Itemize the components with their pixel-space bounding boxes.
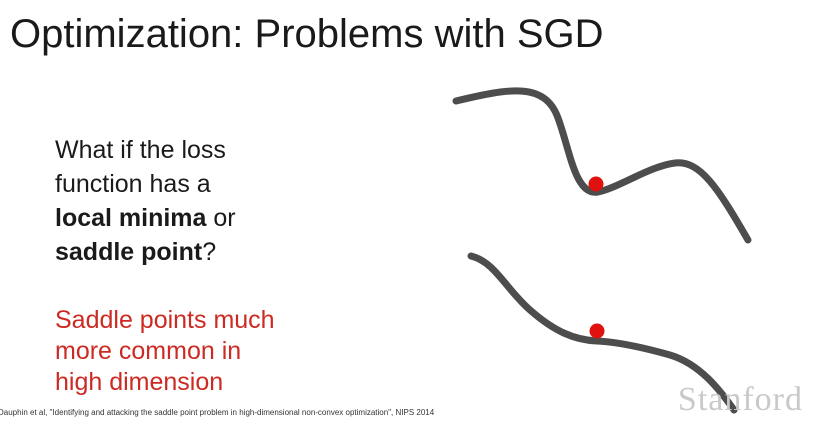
saddle-note: Saddle points much more common in high d… [55, 305, 385, 398]
note-line-3: high dimension [55, 368, 224, 396]
question-line-4: saddle point? [55, 235, 385, 269]
question-line-3: local minima or [55, 201, 385, 235]
local-minimum-point [588, 176, 604, 192]
note-line-2: more common in [55, 337, 242, 365]
saddle-point-icon [467, 252, 738, 414]
question-text: What if the loss function has a local mi… [55, 133, 385, 269]
stanford-watermark: Stanford [677, 381, 803, 418]
saddle-point-marker [589, 323, 605, 339]
local-minima-term: local minima [55, 204, 207, 232]
question-line-2: function has a [55, 170, 211, 198]
local-minimum-icon [452, 87, 752, 244]
note-line-1: Saddle points much [55, 306, 275, 334]
question-line-4-rest: ? [202, 238, 217, 266]
question-line-1: What if the loss [55, 136, 226, 164]
saddle-point-term: saddle point [55, 238, 203, 266]
slide-title: Optimization: Problems with SGD [10, 12, 604, 56]
citation: Dauphin et al, "Identifying and attackin… [0, 408, 435, 417]
question-line-3-rest: or [206, 204, 236, 232]
